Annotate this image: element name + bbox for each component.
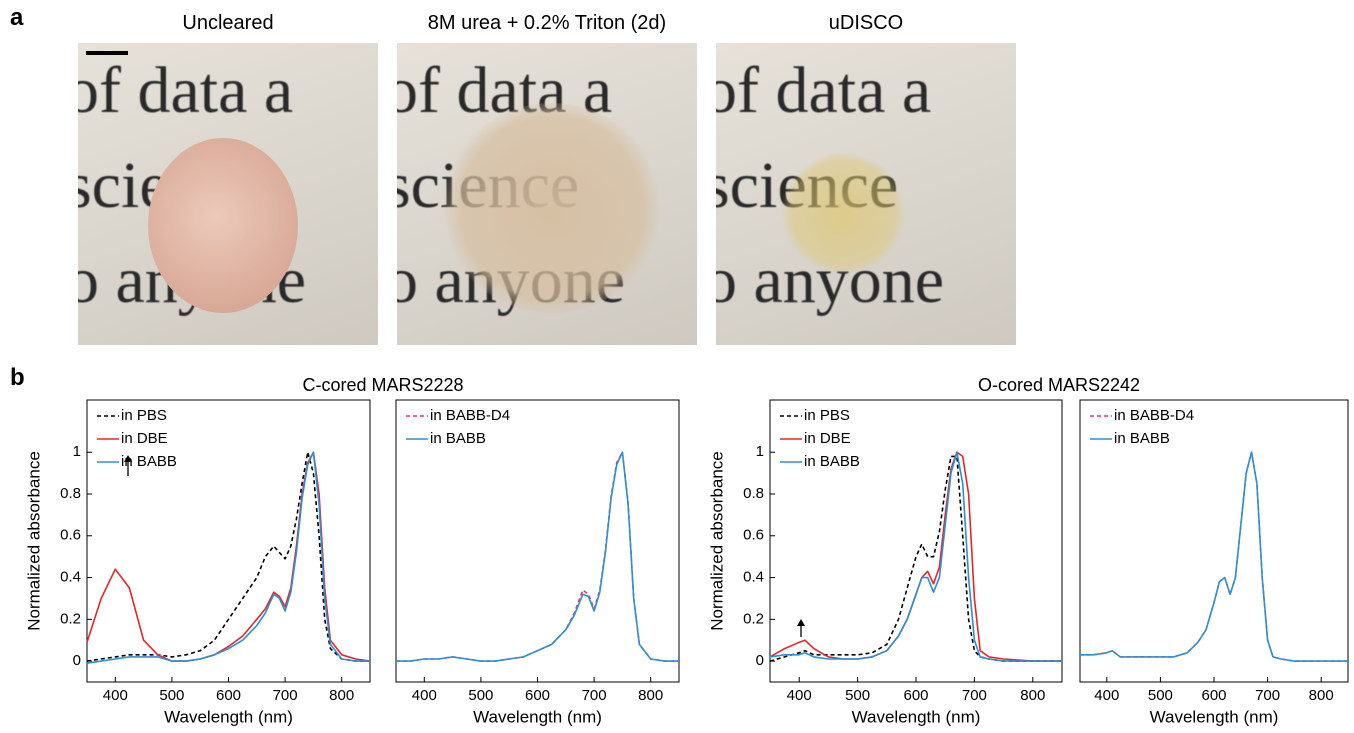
x-tick-label: 500 [468, 687, 493, 704]
chart-title: C-cored MARS2228 [302, 375, 463, 395]
x-tick-label: 400 [1094, 687, 1119, 704]
y-tick-label: 0.8 [60, 485, 81, 502]
photo-title: Uncleared [182, 12, 274, 34]
legend-label: in BABB [121, 453, 177, 470]
x-tick-label: 600 [903, 687, 928, 704]
annotation-arrowhead [797, 619, 805, 626]
x-tick-label: 600 [1201, 687, 1226, 704]
x-tick-label: 800 [638, 687, 663, 704]
x-axis-label: Wavelength (nm) [164, 707, 293, 726]
series-line [769, 451, 1062, 662]
legend-label: in PBS [804, 407, 850, 424]
photo: of data ascienceo anyone [397, 43, 697, 345]
legend-label: in BABB-D4 [430, 407, 510, 424]
legend-label: in DBE [121, 430, 168, 447]
legend-label: in BABB [1114, 430, 1170, 447]
series-line [1080, 451, 1348, 662]
tissue [781, 153, 906, 273]
photo-title: 8M urea + 0.2% Triton (2d) [427, 12, 667, 34]
x-tick-label: 800 [1020, 687, 1045, 704]
x-tick-label: 400 [412, 687, 437, 704]
series-line [396, 451, 679, 662]
y-tick-label: 0.2 [60, 610, 81, 627]
series-line [86, 451, 370, 662]
x-tick-label: 800 [1309, 687, 1334, 704]
photo: of data ascienceo anyone [716, 43, 1016, 345]
panel-label: b [10, 364, 25, 391]
y-axis-label: Normalized absorbance [707, 451, 726, 631]
series-line [396, 451, 679, 662]
legend-label: in BABB [430, 430, 486, 447]
series-line [769, 455, 1062, 662]
x-tick-label: 700 [582, 687, 607, 704]
x-tick-label: 500 [845, 687, 870, 704]
photo-title: uDISCO [828, 12, 904, 34]
legend-label: in BABB [804, 453, 860, 470]
x-tick-label: 500 [1148, 687, 1173, 704]
x-tick-label: 600 [525, 687, 550, 704]
x-tick-label: 700 [1255, 687, 1280, 704]
x-tick-label: 500 [159, 687, 184, 704]
y-tick-label: 0 [73, 652, 81, 669]
y-tick-label: 0 [756, 652, 764, 669]
legend-label: in BABB-D4 [1114, 407, 1194, 424]
y-tick-label: 0.4 [743, 569, 764, 586]
x-tick-label: 800 [329, 687, 354, 704]
series-line [1080, 451, 1348, 662]
y-axis-label: Normalized absorbance [24, 451, 43, 631]
legend-label: in DBE [804, 430, 851, 447]
y-tick-label: 0.4 [60, 569, 81, 586]
y-tick-label: 0.2 [743, 610, 764, 627]
x-axis-label: Wavelength (nm) [1150, 707, 1279, 726]
photo: of data ascienceo anyone [78, 43, 378, 345]
annotation-arrowhead [124, 455, 132, 462]
x-tick-label: 700 [962, 687, 987, 704]
y-tick-label: 0.6 [60, 527, 81, 544]
scale-bar [86, 51, 128, 55]
x-axis-label: Wavelength (nm) [852, 707, 981, 726]
tissue [442, 103, 662, 313]
x-axis-label: Wavelength (nm) [473, 707, 602, 726]
series-line [86, 451, 370, 664]
y-tick-label: 0.6 [743, 527, 764, 544]
x-tick-label: 400 [787, 687, 812, 704]
y-tick-label: 1 [756, 443, 764, 460]
tissue [148, 138, 298, 313]
photo-text: of data a [78, 54, 294, 127]
x-tick-label: 600 [216, 687, 241, 704]
chart-title: O-cored MARS2242 [978, 375, 1140, 395]
y-tick-label: 0.8 [743, 485, 764, 502]
x-tick-label: 400 [103, 687, 128, 704]
series-line [769, 451, 1062, 662]
y-tick-label: 1 [73, 443, 81, 460]
panel-label: a [10, 4, 24, 31]
legend-label: in PBS [121, 407, 167, 424]
photo-text: of data a [716, 54, 932, 127]
x-tick-label: 700 [273, 687, 298, 704]
